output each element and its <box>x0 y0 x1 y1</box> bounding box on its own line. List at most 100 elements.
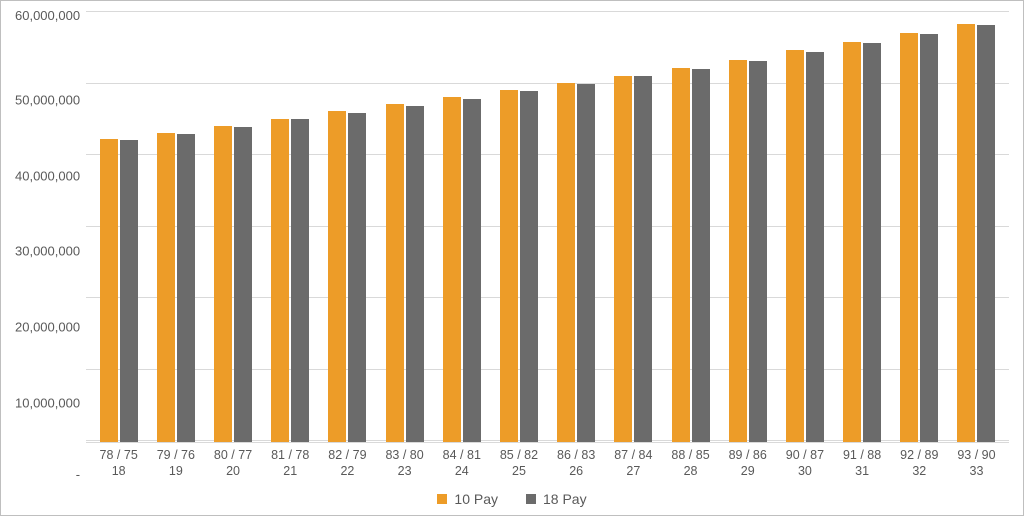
bar-series2 <box>348 113 366 442</box>
bar-group <box>376 11 433 442</box>
x-axis: 78 / 751879 / 761980 / 772081 / 782182 /… <box>86 443 1009 480</box>
x-tick-label: 88 / 8528 <box>662 447 719 480</box>
x-tick-line1: 86 / 83 <box>548 447 605 463</box>
bar-group <box>776 11 833 442</box>
x-tick-label: 82 / 7922 <box>319 447 376 480</box>
bar-series1 <box>271 119 289 442</box>
bar-group <box>548 11 605 442</box>
x-tick-line2: 31 <box>834 463 891 479</box>
x-tick-line2: 24 <box>433 463 490 479</box>
x-tick-line1: 88 / 85 <box>662 447 719 463</box>
x-tick-line2: 32 <box>891 463 948 479</box>
y-tick-label: 40,000,000 <box>15 169 80 182</box>
x-tick-line1: 80 / 77 <box>204 447 261 463</box>
bar-series1 <box>786 50 804 441</box>
x-tick-line1: 93 / 90 <box>948 447 1005 463</box>
bar-series2 <box>692 69 710 441</box>
bar-group <box>90 11 147 442</box>
x-tick-line1: 89 / 86 <box>719 447 776 463</box>
x-tick-label: 86 / 8326 <box>548 447 605 480</box>
bar-series1 <box>328 111 346 441</box>
x-tick-line1: 82 / 79 <box>319 447 376 463</box>
bar-group <box>605 11 662 442</box>
legend-label-series1: 10 Pay <box>454 491 498 507</box>
x-tick-line2: 20 <box>204 463 261 479</box>
y-tick-label: 50,000,000 <box>15 93 80 106</box>
y-tick-label: 60,000,000 <box>15 9 80 22</box>
chart-frame: 60,000,000 50,000,000 40,000,000 30,000,000… <box>0 0 1024 516</box>
x-tick-line2: 26 <box>548 463 605 479</box>
x-tick-line2: 33 <box>948 463 1005 479</box>
bar-series1 <box>729 60 747 442</box>
bar-series2 <box>634 76 652 441</box>
x-tick-label: 81 / 7821 <box>262 447 319 480</box>
y-axis: 60,000,000 50,000,000 40,000,000 30,000,000… <box>15 11 86 479</box>
bar-series2 <box>806 52 824 442</box>
x-tick-line2: 28 <box>662 463 719 479</box>
bar-series2 <box>577 84 595 441</box>
bar-group <box>433 11 490 442</box>
x-tick-line1: 79 / 76 <box>147 447 204 463</box>
bar-series2 <box>920 34 938 442</box>
x-tick-line2: 22 <box>319 463 376 479</box>
x-tick-line2: 18 <box>90 463 147 479</box>
legend-item-series1: 10 Pay <box>437 491 498 507</box>
plot-column: 78 / 751879 / 761980 / 772081 / 782182 /… <box>86 11 1009 479</box>
x-tick-label: 93 / 9033 <box>948 447 1005 480</box>
plot-area <box>86 11 1009 443</box>
x-tick-line1: 85 / 82 <box>490 447 547 463</box>
x-tick-line1: 83 / 80 <box>376 447 433 463</box>
bar-series1 <box>557 83 575 442</box>
legend: 10 Pay 18 Pay <box>15 479 1009 507</box>
bars-layer <box>86 11 1009 442</box>
bar-series2 <box>749 61 767 442</box>
bar-series1 <box>957 24 975 442</box>
y-tick-label: 30,000,000 <box>15 245 80 258</box>
bar-group <box>719 11 776 442</box>
x-tick-line1: 90 / 87 <box>776 447 833 463</box>
bar-group <box>662 11 719 442</box>
x-tick-label: 87 / 8427 <box>605 447 662 480</box>
bar-series2 <box>120 140 138 441</box>
x-tick-line1: 87 / 84 <box>605 447 662 463</box>
x-tick-label: 92 / 8932 <box>891 447 948 480</box>
bar-series1 <box>157 133 175 442</box>
bar-series1 <box>214 126 232 442</box>
x-tick-label: 79 / 7619 <box>147 447 204 480</box>
bar-series2 <box>291 119 309 441</box>
bar-group <box>834 11 891 442</box>
x-tick-line2: 27 <box>605 463 662 479</box>
x-tick-line1: 81 / 78 <box>262 447 319 463</box>
x-tick-line1: 91 / 88 <box>834 447 891 463</box>
x-tick-label: 91 / 8831 <box>834 447 891 480</box>
plot-row: 60,000,000 50,000,000 40,000,000 30,000,000… <box>15 11 1009 479</box>
x-tick-label: 78 / 7518 <box>90 447 147 480</box>
bar-group <box>948 11 1005 442</box>
x-tick-line2: 30 <box>776 463 833 479</box>
bar-group <box>262 11 319 442</box>
bar-series2 <box>177 134 195 442</box>
x-tick-label: 80 / 7720 <box>204 447 261 480</box>
bar-series2 <box>234 127 252 442</box>
x-tick-line2: 19 <box>147 463 204 479</box>
bar-series2 <box>863 43 881 442</box>
bar-group <box>490 11 547 442</box>
legend-swatch-series1 <box>437 494 447 504</box>
x-tick-label: 89 / 8629 <box>719 447 776 480</box>
x-tick-line1: 92 / 89 <box>891 447 948 463</box>
y-tick-label: 10,000,000 <box>15 397 80 410</box>
bar-group <box>147 11 204 442</box>
bar-group <box>891 11 948 442</box>
bar-series2 <box>520 91 538 441</box>
bar-series2 <box>406 106 424 442</box>
bar-group <box>204 11 261 442</box>
x-tick-line1: 84 / 81 <box>433 447 490 463</box>
y-tick-label: - <box>76 468 80 481</box>
x-tick-line2: 21 <box>262 463 319 479</box>
legend-label-series2: 18 Pay <box>543 491 587 507</box>
bar-series1 <box>672 68 690 441</box>
x-tick-label: 90 / 8730 <box>776 447 833 480</box>
bar-series1 <box>443 97 461 441</box>
x-tick-line2: 25 <box>490 463 547 479</box>
bar-series1 <box>843 42 861 442</box>
